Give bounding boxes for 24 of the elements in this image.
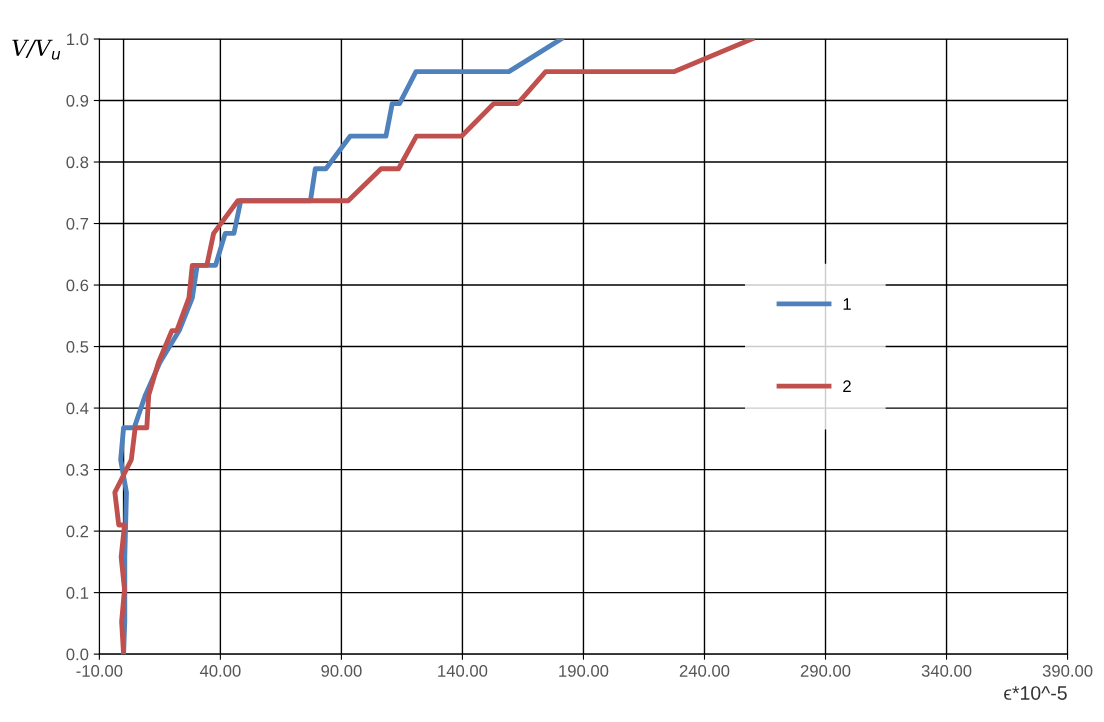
- x-tick-label: -10.00: [76, 664, 123, 677]
- y-tick-label: 0.1: [66, 587, 89, 599]
- x-tick-label: 190.00: [559, 664, 609, 677]
- y-tick-label: 0.5: [66, 340, 89, 353]
- y-tick-label: 0.4: [66, 402, 89, 415]
- legend-label: 1: [843, 298, 851, 310]
- x-axis-title: ϵ*10^-5: [1004, 686, 1067, 700]
- legend-label: 2: [843, 380, 851, 392]
- y-tick-label: 0.8: [66, 156, 89, 169]
- x-tick-label: 290.00: [800, 664, 851, 677]
- x-tick-label: 140.00: [438, 664, 488, 677]
- y-tick-label: 0.6: [66, 279, 89, 292]
- y-tick-label: 1.0: [67, 33, 89, 46]
- y-tick-label: 0.2: [66, 525, 89, 538]
- x-tick-label: 240.00: [679, 664, 730, 677]
- y-tick-label: 0.0: [66, 648, 89, 661]
- x-tick-label: 40.00: [199, 664, 241, 677]
- x-tick-label: 340.00: [921, 664, 972, 677]
- x-tick-label: 90.00: [321, 664, 362, 677]
- x-tick-label: 390.00: [1042, 664, 1093, 677]
- y-tick-label: 0.3: [66, 463, 89, 476]
- y-tick-label: 0.9: [66, 94, 89, 107]
- y-axis-title: V/V$_{u}$: [12, 39, 61, 60]
- y-tick-label: 0.7: [66, 217, 89, 230]
